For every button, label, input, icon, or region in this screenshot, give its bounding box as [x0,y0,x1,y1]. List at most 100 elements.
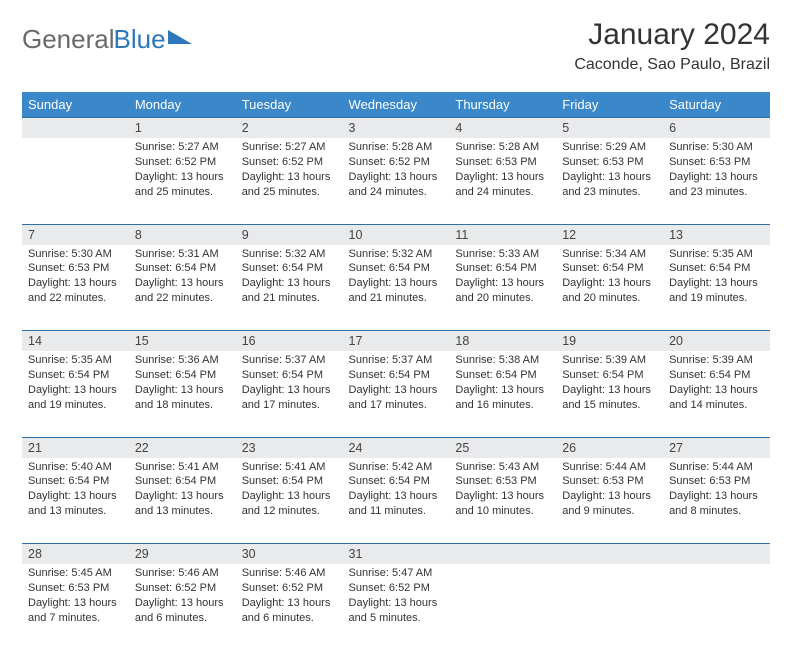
day-line: Sunset: 6:54 PM [669,261,764,276]
content-row: Sunrise: 5:35 AMSunset: 6:54 PMDaylight:… [22,351,770,437]
weekday-header: Saturday [663,92,770,118]
day-line: and 17 minutes. [349,398,444,413]
day-line: Sunrise: 5:41 AM [135,460,230,475]
page: General Blue January 2024 Caconde, Sao P… [0,0,792,612]
day-cell-content: Sunrise: 5:33 AMSunset: 6:54 PMDaylight:… [455,247,550,306]
day-line: Sunset: 6:53 PM [455,155,550,170]
day-cell: Sunrise: 5:35 AMSunset: 6:54 PMDaylight:… [22,351,129,437]
daynum-row: 123456 [22,118,770,139]
day-cell-content: Sunrise: 5:32 AMSunset: 6:54 PMDaylight:… [349,247,444,306]
day-line: Sunrise: 5:46 AM [135,566,230,581]
day-line: Daylight: 13 hours [349,596,444,611]
day-line: and 6 minutes. [135,611,230,626]
day-line: Sunrise: 5:44 AM [669,460,764,475]
day-line: and 9 minutes. [562,504,657,519]
day-cell: Sunrise: 5:46 AMSunset: 6:52 PMDaylight:… [236,564,343,650]
day-line: Daylight: 13 hours [135,170,230,185]
day-cell: Sunrise: 5:39 AMSunset: 6:54 PMDaylight:… [556,351,663,437]
day-line: Sunrise: 5:30 AM [28,247,123,262]
day-line: Sunrise: 5:39 AM [562,353,657,368]
page-title: January 2024 [574,20,770,50]
day-line: Sunset: 6:53 PM [669,155,764,170]
day-line: and 20 minutes. [562,291,657,306]
day-line: and 10 minutes. [455,504,550,519]
day-number: 14 [22,331,129,352]
logo: General Blue [22,24,192,55]
day-line: and 23 minutes. [669,185,764,200]
day-line: Daylight: 13 hours [669,383,764,398]
day-line: Daylight: 13 hours [28,383,123,398]
day-number: 6 [663,118,770,139]
day-cell: Sunrise: 5:42 AMSunset: 6:54 PMDaylight:… [343,458,450,544]
day-line: Sunset: 6:52 PM [242,155,337,170]
day-number: 11 [449,224,556,245]
day-line: Sunrise: 5:39 AM [669,353,764,368]
day-line: and 17 minutes. [242,398,337,413]
day-line: Sunset: 6:53 PM [562,474,657,489]
page-subtitle: Caconde, Sao Paulo, Brazil [574,56,770,74]
day-line: Sunrise: 5:28 AM [455,140,550,155]
day-number: 18 [449,331,556,352]
daynum-row: 78910111213 [22,224,770,245]
day-cell [449,564,556,650]
day-line: and 25 minutes. [242,185,337,200]
day-line: Daylight: 13 hours [562,489,657,504]
day-cell: Sunrise: 5:32 AMSunset: 6:54 PMDaylight:… [343,245,450,331]
day-line: Sunrise: 5:45 AM [28,566,123,581]
day-cell-content: Sunrise: 5:41 AMSunset: 6:54 PMDaylight:… [242,460,337,519]
day-cell-content: Sunrise: 5:27 AMSunset: 6:52 PMDaylight:… [135,140,230,199]
day-line: Daylight: 13 hours [135,489,230,504]
day-line: Sunset: 6:53 PM [669,474,764,489]
day-cell: Sunrise: 5:28 AMSunset: 6:52 PMDaylight:… [343,138,450,224]
day-line: Daylight: 13 hours [349,170,444,185]
day-cell: Sunrise: 5:41 AMSunset: 6:54 PMDaylight:… [129,458,236,544]
day-line: Daylight: 13 hours [455,383,550,398]
calendar-header-row: SundayMondayTuesdayWednesdayThursdayFrid… [22,92,770,118]
day-line: Sunrise: 5:37 AM [242,353,337,368]
day-line: and 12 minutes. [242,504,337,519]
day-cell: Sunrise: 5:33 AMSunset: 6:54 PMDaylight:… [449,245,556,331]
day-cell: Sunrise: 5:27 AMSunset: 6:52 PMDaylight:… [129,138,236,224]
day-cell: Sunrise: 5:38 AMSunset: 6:54 PMDaylight:… [449,351,556,437]
day-line: Sunset: 6:52 PM [135,581,230,596]
daynum-row: 28293031 [22,544,770,565]
day-number [556,544,663,565]
day-number: 10 [343,224,450,245]
day-cell-content: Sunrise: 5:46 AMSunset: 6:52 PMDaylight:… [242,566,337,625]
day-line: Sunrise: 5:27 AM [135,140,230,155]
content-row: Sunrise: 5:27 AM Sunset: 6:52 PM Daylight:… [22,138,770,224]
day-line: Sunset: 6:52 PM [242,581,337,596]
day-line: Sunset: 6:54 PM [562,261,657,276]
day-line: Daylight: 13 hours [28,276,123,291]
day-line: Sunset: 6:54 PM [349,368,444,383]
day-line: Daylight: 13 hours [455,489,550,504]
day-number: 3 [343,118,450,139]
day-cell: Sunrise: 5:31 AMSunset: 6:54 PMDaylight:… [129,245,236,331]
day-line: Sunset: 6:54 PM [135,261,230,276]
day-line: Sunrise: 5:32 AM [349,247,444,262]
day-number [449,544,556,565]
header: General Blue January 2024 Caconde, Sao P… [22,20,770,74]
day-line: Sunrise: 5:47 AM [349,566,444,581]
day-cell: Sunrise: 5:39 AMSunset: 6:54 PMDaylight:… [663,351,770,437]
day-line: Sunrise: 5:31 AM [135,247,230,262]
day-line: Sunset: 6:54 PM [562,368,657,383]
day-line: and 7 minutes. [28,611,123,626]
content-row: Sunrise: 5:40 AMSunset: 6:54 PMDaylight:… [22,458,770,544]
day-number [663,544,770,565]
day-line: Daylight: 13 hours [242,276,337,291]
logo-text-general: General [22,24,115,55]
day-cell-content: Sunrise: 5:44 AMSunset: 6:53 PMDaylight:… [669,460,764,519]
weekday-header: Friday [556,92,663,118]
day-line: Daylight: 13 hours [135,383,230,398]
day-line: Sunset: 6:54 PM [349,261,444,276]
day-cell-content: Sunrise: 5:46 AMSunset: 6:52 PMDaylight:… [135,566,230,625]
day-line: and 24 minutes. [349,185,444,200]
day-line: Daylight: 13 hours [242,596,337,611]
day-cell-content: Sunrise: 5:30 AMSunset: 6:53 PMDaylight:… [669,140,764,199]
day-cell: Sunrise: 5:44 AMSunset: 6:53 PMDaylight:… [663,458,770,544]
day-cell: Sunrise: 5:40 AMSunset: 6:54 PMDaylight:… [22,458,129,544]
day-line: and 16 minutes. [455,398,550,413]
day-cell-content: Sunrise: 5:37 AMSunset: 6:54 PMDaylight:… [349,353,444,412]
day-line: and 23 minutes. [562,185,657,200]
